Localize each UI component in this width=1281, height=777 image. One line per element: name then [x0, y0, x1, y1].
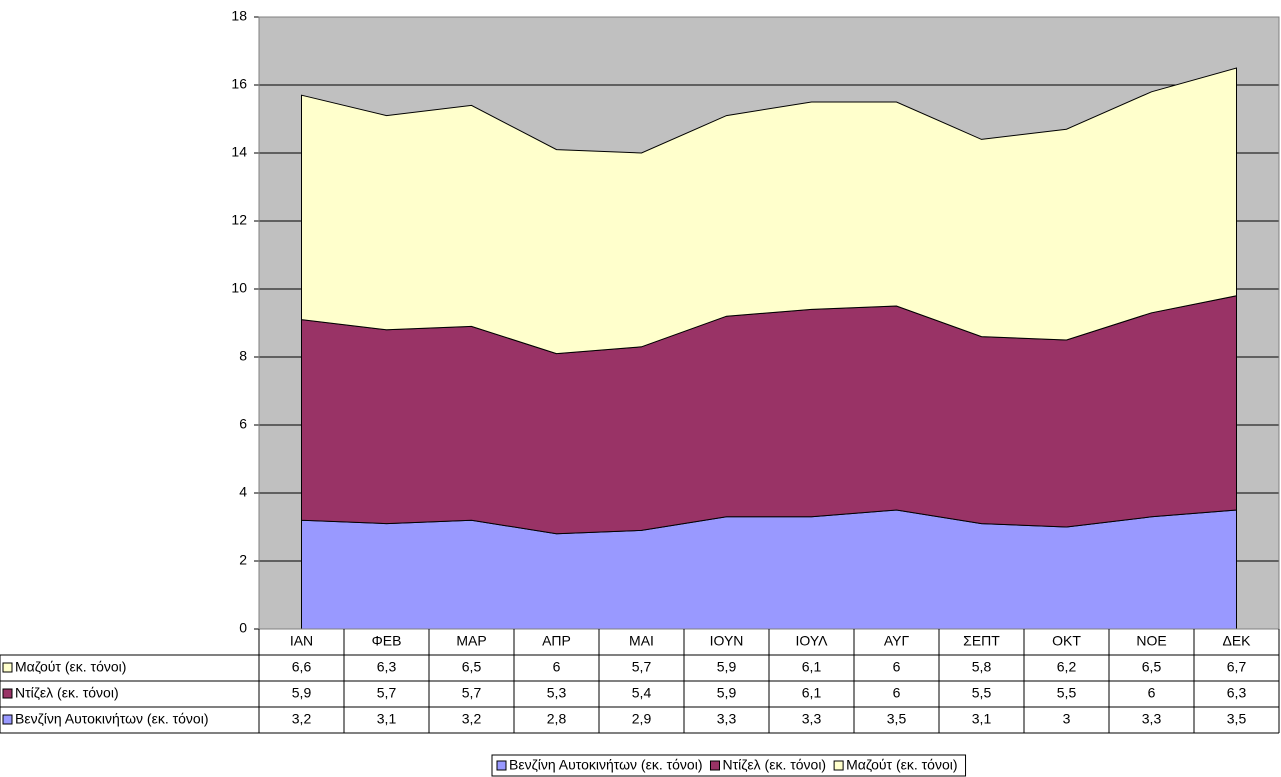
table-value: 6	[893, 685, 901, 701]
x-tick-label: ΝΟΕ	[1136, 633, 1166, 649]
table-value: 6,5	[462, 659, 482, 675]
table-value: 6	[893, 659, 901, 675]
table-value: 2,9	[632, 711, 652, 727]
table-value: 6,6	[292, 659, 312, 675]
table-value: 6,7	[1227, 659, 1247, 675]
legend-key	[2, 714, 13, 725]
table-value: 6	[1148, 685, 1156, 701]
table-value: 3,3	[1142, 711, 1162, 727]
table-value: 3,2	[462, 711, 482, 727]
row-label: Βενζίνη Αυτοκινήτων (εκ. τόνοι)	[15, 711, 208, 727]
table-value: 6,1	[802, 659, 822, 675]
table-value: 3,3	[802, 711, 822, 727]
x-tick-label: ΣΕΠΤ	[963, 633, 1000, 649]
legend-label: Ντίζελ (εκ. τόνοι)	[722, 757, 826, 773]
table-value: 5,8	[972, 659, 992, 675]
row-label: Ντίζελ (εκ. τόνοι)	[15, 685, 119, 701]
x-tick-label: ΦΕΒ	[372, 633, 402, 649]
table-value: 5,5	[972, 685, 992, 701]
y-tick-label: 18	[231, 8, 247, 24]
x-tick-label: ΙΑΝ	[290, 633, 313, 649]
table-value: 2,8	[547, 711, 567, 727]
x-tick-label: ΜΑΙ	[629, 633, 654, 649]
legend-label: Μαζούτ (εκ. τόνοι)	[846, 757, 957, 773]
y-tick-label: 10	[231, 280, 247, 296]
table-value: 3,1	[972, 711, 992, 727]
legend	[491, 754, 967, 777]
table-value: 5,9	[292, 685, 312, 701]
table-value: 3,5	[887, 711, 907, 727]
y-tick-label: 6	[239, 416, 247, 432]
table-value: 5,4	[632, 685, 652, 701]
table-value: 5,7	[377, 685, 397, 701]
area	[301, 67, 1237, 355]
legend-key	[2, 662, 13, 673]
y-tick-label: 0	[239, 620, 247, 636]
legend-key	[496, 760, 507, 771]
x-tick-label: ΙΟΥΝ	[710, 633, 744, 649]
table-value: 5,9	[717, 659, 737, 675]
legend-label: Βενζίνη Αυτοκινήτων (εκ. τόνοι)	[509, 757, 702, 773]
area	[301, 509, 1237, 630]
table-value: 5,7	[462, 685, 482, 701]
table-value: 6,2	[1057, 659, 1077, 675]
table-value: 3,3	[717, 711, 737, 727]
table-value: 6,3	[377, 659, 397, 675]
table-value: 6,5	[1142, 659, 1162, 675]
legend-key	[2, 688, 13, 699]
table-value: 5,9	[717, 685, 737, 701]
y-tick-label: 8	[239, 348, 247, 364]
table-value: 3,5	[1227, 711, 1247, 727]
legend-key	[709, 760, 720, 771]
table-value: 6,1	[802, 685, 822, 701]
table-value: 5,7	[632, 659, 652, 675]
table-value: 6,3	[1227, 685, 1247, 701]
area	[301, 295, 1237, 535]
row-label: Μαζούτ (εκ. τόνοι)	[15, 659, 126, 675]
x-tick-label: ΔΕΚ	[1222, 633, 1251, 649]
table-value: 3,1	[377, 711, 397, 727]
y-tick-label: 12	[231, 212, 247, 228]
table-value: 5,3	[547, 685, 567, 701]
table-value: 5,5	[1057, 685, 1077, 701]
y-tick-label: 16	[231, 76, 247, 92]
table-value: 3,2	[292, 711, 312, 727]
x-tick-label: ΑΥΓ	[884, 633, 910, 649]
y-tick-label: 2	[239, 552, 247, 568]
x-tick-label: ΜΑΡ	[456, 633, 486, 649]
table-value: 3	[1063, 711, 1071, 727]
y-tick-label: 4	[239, 484, 247, 500]
y-tick-label: 14	[231, 144, 247, 160]
x-tick-label: ΑΠΡ	[542, 633, 571, 649]
x-tick-label: ΙΟΥΛ	[796, 633, 829, 649]
table-value: 6	[553, 659, 561, 675]
x-tick-label: ΟΚΤ	[1052, 633, 1081, 649]
legend-key	[833, 760, 844, 771]
